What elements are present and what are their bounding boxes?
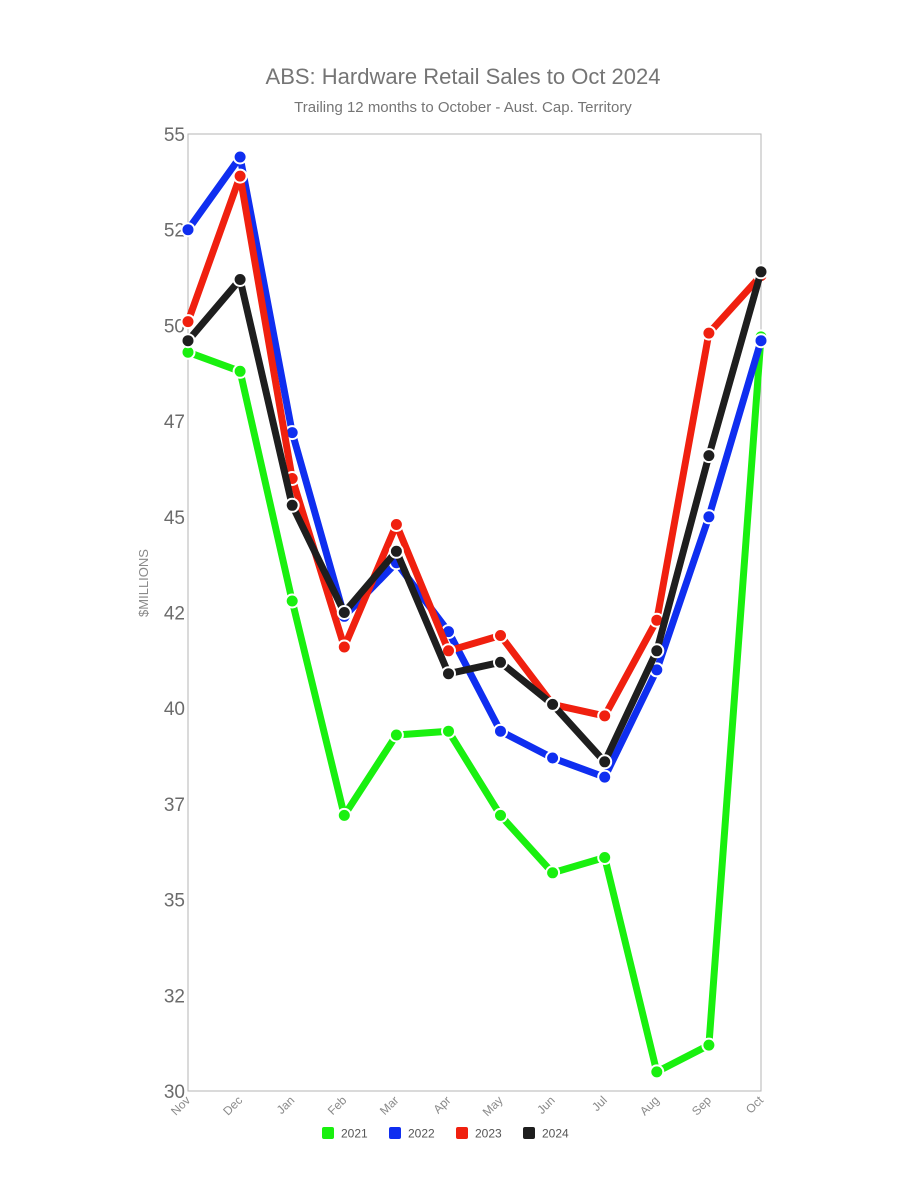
data-point[interactable] (336, 605, 352, 620)
series-line (184, 268, 765, 766)
y-tick-label: 32 (164, 986, 185, 1007)
data-point[interactable] (284, 593, 300, 609)
data-point[interactable] (597, 708, 613, 724)
y-tick-label: 37 (164, 795, 185, 816)
data-point[interactable] (753, 264, 769, 280)
data-point[interactable] (493, 723, 508, 739)
x-tick-label: Jul (589, 1093, 610, 1114)
data-point[interactable] (493, 654, 508, 670)
legend-item[interactable]: 2022 (389, 1127, 435, 1141)
x-tick-label: Dec (220, 1093, 245, 1118)
series-line (184, 172, 765, 720)
legend-item[interactable]: 2024 (523, 1127, 569, 1141)
data-point[interactable] (232, 272, 248, 287)
series-2022 (180, 149, 769, 785)
x-tick-label: Aug (637, 1093, 662, 1118)
x-tick-label: Oct (743, 1093, 767, 1117)
legend: 2021 2022 2023 2024 (322, 1127, 569, 1141)
data-point[interactable] (388, 727, 404, 743)
data-point[interactable] (388, 543, 404, 559)
data-point[interactable] (493, 807, 508, 823)
x-tick-label: Apr (430, 1093, 453, 1116)
chart-subtitle: Trailing 12 months to October - Aust. Ca… (294, 99, 632, 116)
legend-label: 2021 (341, 1127, 368, 1141)
y-tick-label: 45 (164, 508, 185, 529)
series-2024 (180, 264, 769, 770)
data-point[interactable] (597, 754, 613, 770)
data-point[interactable] (545, 696, 561, 712)
data-point[interactable] (701, 448, 717, 464)
x-tick-label: Jan (274, 1093, 298, 1117)
series-layer (180, 149, 769, 1080)
data-point[interactable] (180, 222, 196, 238)
data-point[interactable] (232, 363, 248, 379)
data-point[interactable] (441, 723, 456, 739)
data-point[interactable] (232, 149, 248, 165)
data-point[interactable] (701, 509, 717, 525)
legend-swatch (523, 1127, 535, 1139)
data-point[interactable] (701, 325, 717, 341)
data-point[interactable] (180, 314, 196, 330)
y-axis-label: $MILLIONS (136, 549, 151, 617)
data-point[interactable] (545, 865, 561, 881)
data-point[interactable] (649, 643, 665, 659)
data-point[interactable] (545, 750, 561, 766)
x-axis-ticks: Nov Dec Jan Feb Mar Apr May Jun Jul Aug Sep Oct (168, 1093, 766, 1119)
series-2021 (180, 329, 769, 1080)
legend-item[interactable]: 2023 (456, 1127, 502, 1141)
data-point[interactable] (180, 333, 196, 349)
data-point[interactable] (701, 1037, 717, 1053)
plot-frame (187, 133, 762, 1092)
series-2023 (180, 168, 769, 724)
x-tick-label: Sep (689, 1093, 714, 1118)
legend-item[interactable]: 2021 (322, 1127, 368, 1141)
data-point[interactable] (493, 628, 508, 643)
legend-swatch (322, 1127, 334, 1139)
y-tick-label: 52 (164, 221, 185, 242)
x-tick-label: Jun (534, 1093, 558, 1117)
data-point[interactable] (753, 333, 769, 349)
y-tick-label: 35 (164, 891, 185, 912)
series-line (184, 333, 765, 1076)
x-tick-label: May (480, 1093, 506, 1119)
series-line (184, 153, 765, 781)
y-tick-label: 40 (164, 699, 185, 720)
legend-label: 2024 (542, 1127, 569, 1141)
chart-title: ABS: Hardware Retail Sales to Oct 2024 (266, 64, 661, 89)
y-tick-label: 55 (164, 125, 185, 146)
y-axis-ticks: 30 32 35 37 40 42 45 47 50 52 55 (164, 125, 185, 1103)
legend-label: 2022 (408, 1127, 435, 1141)
data-point[interactable] (284, 497, 300, 513)
y-tick-label: 30 (164, 1082, 185, 1103)
data-point[interactable] (597, 769, 613, 785)
legend-swatch (389, 1127, 401, 1139)
y-tick-label: 50 (164, 316, 185, 337)
y-tick-label: 47 (164, 412, 185, 433)
x-tick-label: Mar (377, 1093, 402, 1118)
data-point[interactable] (597, 850, 613, 865)
y-tick-label: 42 (164, 604, 185, 625)
data-point[interactable] (232, 168, 248, 184)
legend-label: 2023 (475, 1127, 502, 1141)
x-tick-label: Feb (325, 1093, 350, 1118)
legend-swatch (456, 1127, 468, 1139)
data-point[interactable] (649, 1064, 665, 1080)
data-point[interactable] (336, 639, 352, 655)
data-point[interactable] (336, 807, 352, 823)
data-point[interactable] (441, 666, 456, 682)
data-point[interactable] (388, 517, 404, 532)
